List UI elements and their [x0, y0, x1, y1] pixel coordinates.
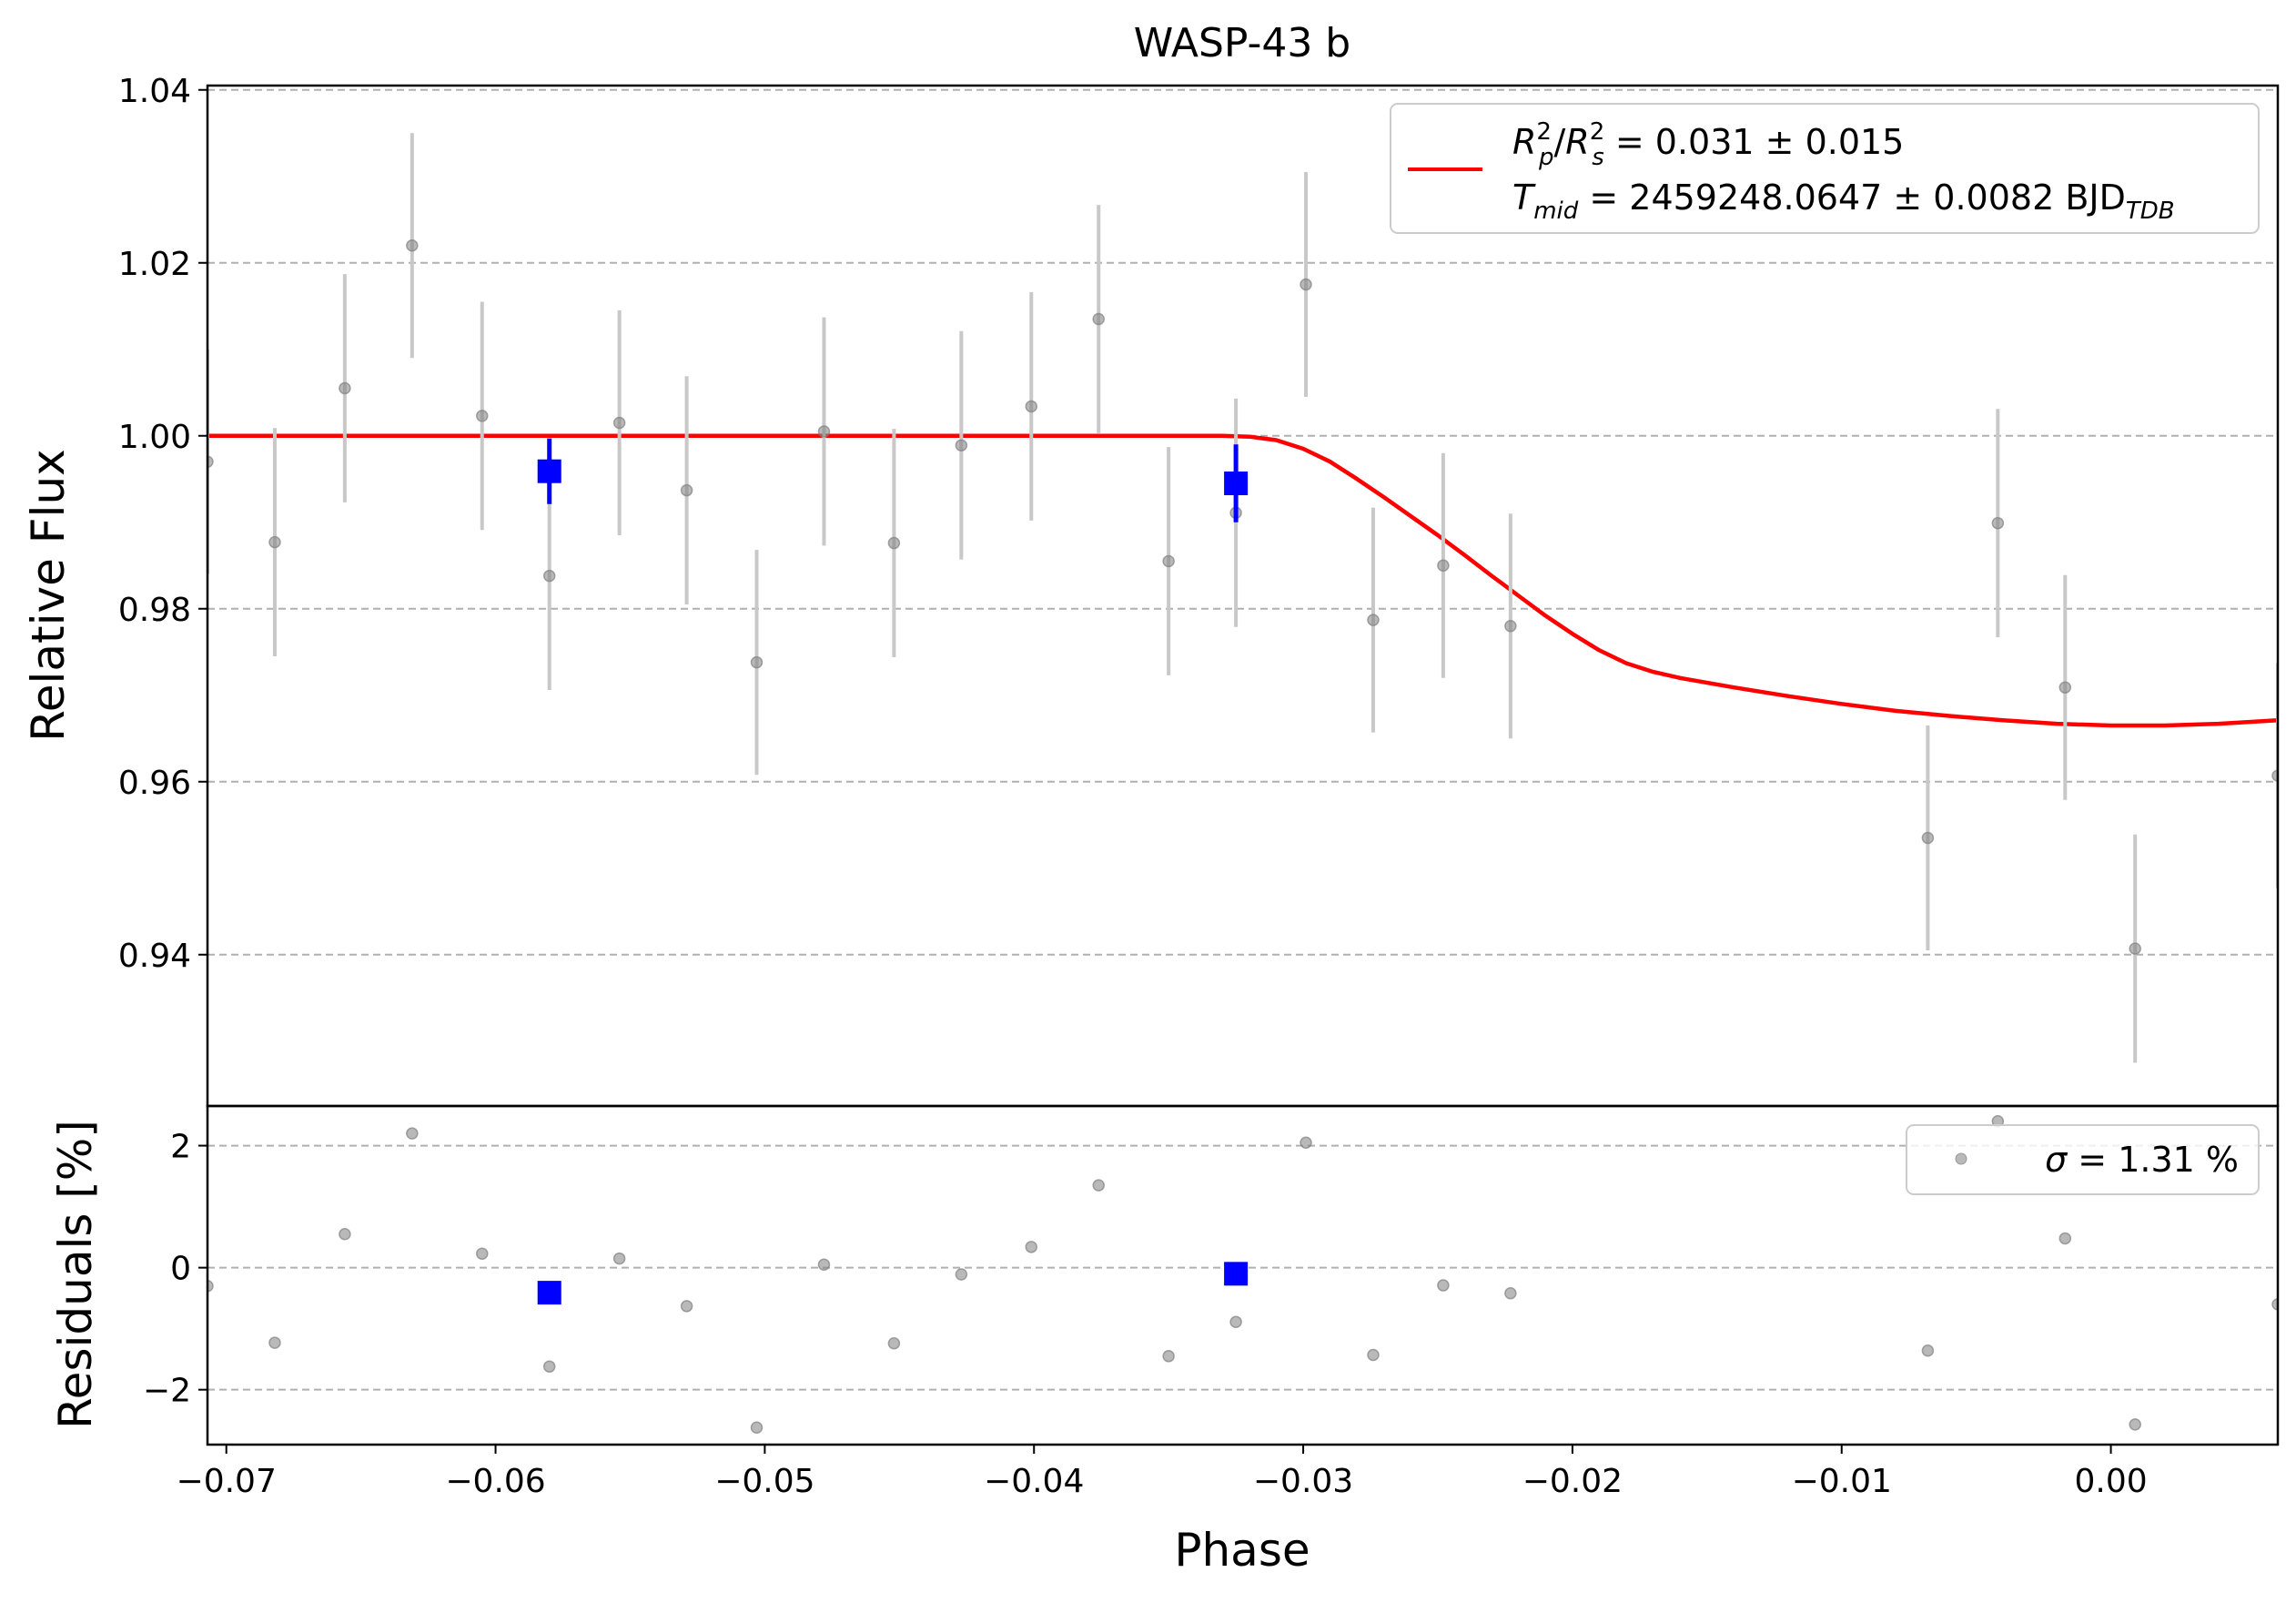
bottom-data-points — [207, 1115, 2278, 1434]
top-legend: R2 p/R2 s = 0.031 ± 0.015 Tmid = 2459248.0… — [1390, 103, 2260, 234]
residual-point — [680, 1300, 693, 1313]
data-point — [476, 410, 489, 422]
data-point — [1921, 831, 1935, 845]
residual-point — [1229, 1315, 1242, 1329]
bottom-legend-box — [1906, 1124, 2260, 1195]
legend-model-line1: R2 p/R2 s = 0.031 ± 0.015 — [1512, 118, 1904, 171]
x-tick-label: 0.00 — [2075, 1463, 2148, 1500]
data-point — [1300, 278, 1312, 291]
residual-point — [406, 1127, 419, 1140]
data-point — [268, 535, 281, 549]
residual-point — [339, 1228, 351, 1241]
residual-point — [817, 1258, 831, 1272]
data-point — [2271, 769, 2278, 782]
top-y-tick-label: 1.02 — [118, 246, 191, 283]
data-point — [750, 655, 764, 669]
data-point — [406, 239, 419, 252]
legend-model-line2: Tmid = 2459248.0647 ± 0.0082 BJDTDB — [1512, 178, 2175, 225]
x-tick-label: −0.03 — [1253, 1463, 1353, 1500]
x-tick-label: −0.05 — [714, 1463, 814, 1500]
residual-point — [1504, 1287, 1517, 1300]
residual-point — [1921, 1344, 1935, 1357]
data-point — [680, 483, 693, 497]
data-point — [1437, 559, 1450, 572]
data-point — [542, 569, 556, 583]
data-point — [887, 536, 901, 550]
top-legend-box — [1390, 103, 2260, 234]
binned-point — [537, 459, 561, 483]
residual-point — [1162, 1350, 1175, 1363]
residual-point — [2058, 1232, 2072, 1245]
bottom-y-tick-label: 2 — [170, 1129, 191, 1166]
bottom-plot-frame — [206, 1104, 2280, 1446]
data-point — [2058, 681, 2072, 694]
residual-point — [542, 1360, 556, 1373]
data-point — [207, 455, 214, 468]
binned-residual-point — [1224, 1262, 1249, 1286]
data-point — [339, 381, 351, 395]
residual-point — [476, 1247, 489, 1260]
legend-residual-marker — [1955, 1152, 1967, 1165]
chart-title: WASP-43 b — [1134, 20, 1350, 66]
residual-point — [887, 1336, 901, 1350]
top-y-tick-label: 0.98 — [118, 592, 191, 629]
top-y-axis-label: Relative Flux — [22, 449, 75, 741]
residual-point — [612, 1252, 626, 1265]
model-curve-group — [207, 433, 2278, 728]
top-y-tick-label: 0.94 — [118, 938, 191, 975]
x-tick-label: −0.06 — [445, 1463, 545, 1500]
data-point — [1504, 620, 1517, 633]
x-tick-label: −0.04 — [984, 1463, 1084, 1500]
data-point — [1162, 554, 1175, 568]
x-ticks: −0.07 −0.06 −0.05 −0.04 −0.03 −0.02 −0.01 0.00 — [177, 1445, 2148, 1500]
binned-point — [1224, 472, 1249, 495]
legend-sigma: σ = 1.31 % — [2045, 1140, 2239, 1180]
binned-residual-point — [537, 1281, 561, 1305]
bottom-legend: σ = 1.31 % — [1906, 1124, 2260, 1195]
residual-point — [955, 1268, 968, 1281]
residual-point — [207, 1279, 214, 1293]
bottom-y-tick-label: 0 — [170, 1251, 191, 1288]
data-point — [1991, 516, 2005, 530]
residual-point — [2271, 1298, 2278, 1311]
residual-point — [750, 1421, 764, 1434]
residual-point — [2129, 1418, 2141, 1431]
top-y-tick-label: 0.96 — [118, 765, 191, 802]
bottom-y-axis-label: Residuals [%] — [49, 1120, 102, 1429]
data-point — [1092, 312, 1105, 326]
x-tick-label: −0.07 — [177, 1463, 277, 1500]
data-point — [1367, 614, 1380, 626]
data-point — [2129, 942, 2141, 955]
residual-point — [1437, 1279, 1450, 1292]
data-point — [612, 416, 626, 430]
top-y-ticks: 0.94 0.96 0.98 1.00 1.02 1.04 — [118, 73, 207, 975]
x-tick-label: −0.02 — [1522, 1463, 1623, 1500]
data-point — [955, 439, 968, 451]
model-curve — [207, 433, 2278, 728]
bottom-y-ticks: −2 0 2 — [143, 1129, 207, 1410]
data-point — [1025, 400, 1038, 413]
residual-point — [1300, 1136, 1312, 1149]
top-y-tick-label: 1.00 — [118, 419, 191, 456]
data-point — [817, 425, 831, 438]
x-tick-label: −0.01 — [1792, 1463, 1892, 1500]
top-binned-points — [537, 438, 1249, 522]
residual-point — [1092, 1179, 1105, 1192]
top-y-tick-label: 1.04 — [118, 73, 191, 110]
residual-point — [1025, 1241, 1038, 1253]
residual-point — [268, 1336, 281, 1349]
bottom-binned-points — [537, 1262, 1249, 1305]
x-axis-label: Phase — [1174, 1524, 1310, 1577]
bottom-y-tick-label: −2 — [143, 1373, 191, 1410]
residual-point — [1367, 1348, 1380, 1362]
